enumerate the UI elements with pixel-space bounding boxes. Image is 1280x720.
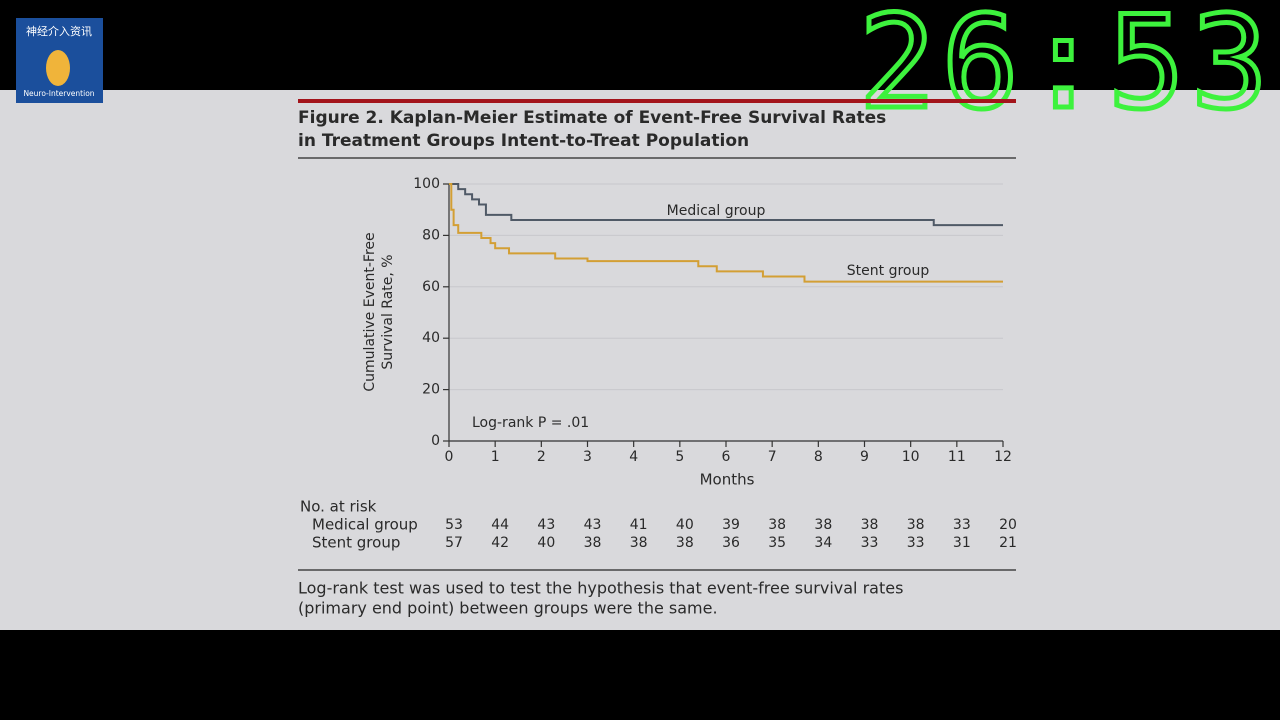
risk-count: 40 [676, 517, 694, 533]
risk-count: 43 [537, 517, 555, 533]
risk-count: 38 [861, 517, 879, 533]
risk-count: 39 [722, 517, 740, 533]
y-tick-label: 0 [431, 433, 440, 449]
risk-count: 34 [814, 535, 832, 551]
risk-count: 53 [445, 517, 463, 533]
x-tick-label: 10 [902, 449, 920, 465]
risk-count: 33 [907, 535, 925, 551]
x-tick-label: 7 [768, 449, 777, 465]
y-tick-label: 20 [422, 382, 440, 398]
risk-count: 38 [814, 517, 832, 533]
risk-count: 42 [491, 535, 509, 551]
y-tick-label: 40 [422, 330, 440, 346]
risk-row-label: Stent group [312, 534, 400, 552]
logo-title: 神经介入资讯 [26, 24, 92, 38]
y-tick-label: 80 [422, 227, 440, 243]
survival-curve [449, 183, 1003, 227]
risk-count: 35 [768, 535, 786, 551]
risk-count: 38 [584, 535, 602, 551]
x-tick-label: 11 [948, 449, 966, 465]
risk-count: 36 [722, 535, 740, 551]
risk-row-label: Medical group [312, 516, 418, 534]
x-tick-label: 3 [583, 449, 592, 465]
x-axis-title: Months [700, 471, 755, 489]
y-tick-label: 100 [413, 176, 440, 192]
x-tick-label: 4 [629, 449, 638, 465]
risk-count: 43 [584, 517, 602, 533]
risk-count: 38 [907, 517, 925, 533]
risk-count: 33 [953, 517, 971, 533]
x-tick-label: 1 [491, 449, 500, 465]
y-axis-title-line: Cumulative Event-Free [362, 232, 378, 391]
timer: 26:53 [859, 0, 1274, 138]
x-tick-label: 9 [860, 449, 869, 465]
risk-count: 38 [768, 517, 786, 533]
title-rule [298, 99, 1016, 103]
risk-count: 20 [999, 517, 1017, 533]
risk-count: 33 [861, 535, 879, 551]
chart-title: Figure 2. Kaplan-Meier Estimate of Event… [298, 108, 886, 128]
risk-count: 41 [630, 517, 648, 533]
logo-leaf [46, 50, 70, 86]
annotation: Log-rank P = .01 [472, 415, 589, 431]
risk-count: 40 [537, 535, 555, 551]
survival-curve [449, 183, 1003, 283]
footnote: (primary end point) between groups were … [298, 599, 718, 618]
risk-count: 57 [445, 535, 463, 551]
risk-count: 31 [953, 535, 971, 551]
risk-table-title: No. at risk [300, 498, 377, 516]
risk-count: 38 [676, 535, 694, 551]
x-tick-label: 0 [445, 449, 454, 465]
slide [0, 90, 1280, 630]
chart-title: in Treatment Groups Intent-to-Treat Popu… [298, 131, 749, 151]
x-tick-label: 8 [814, 449, 823, 465]
x-tick-label: 6 [722, 449, 731, 465]
risk-count: 38 [630, 535, 648, 551]
x-tick-label: 12 [994, 449, 1012, 465]
series-label: Stent group [847, 263, 930, 279]
risk-count: 44 [491, 517, 509, 533]
risk-count: 21 [999, 535, 1017, 551]
series-label: Medical group [667, 203, 766, 219]
y-axis-title-line: Survival Rate, % [380, 254, 396, 369]
y-axis-title: Cumulative Event-Free Survival Rate, % [362, 232, 396, 391]
x-tick-label: 5 [675, 449, 684, 465]
y-tick-label: 60 [422, 279, 440, 295]
x-tick-label: 2 [537, 449, 546, 465]
footnote: Log-rank test was used to test the hypot… [298, 579, 903, 598]
logo-subtitle: Neuro-Intervention [23, 89, 94, 98]
